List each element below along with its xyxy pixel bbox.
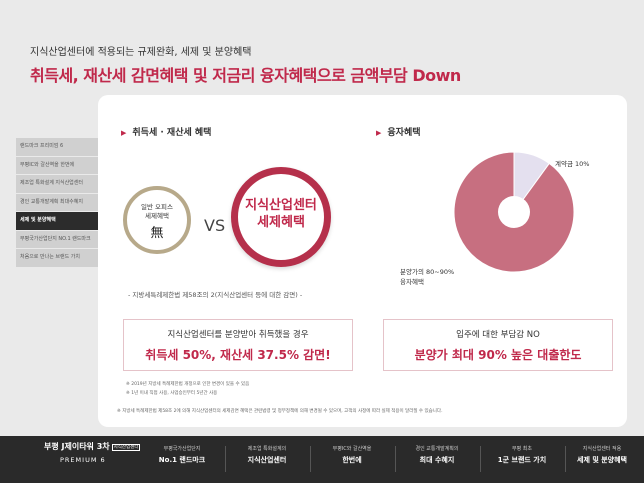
footer-item-brand[interactable]: 부평 최초 1군 브랜드 가치 [497,446,547,464]
loan-section-title: ▶ 융자혜택 [376,125,421,138]
none-glyph: 無 [150,226,164,241]
brand-tag: 지식산업센터 [111,443,141,451]
center-tax-circle: 지식산업센터 세제혜택 [231,167,331,267]
tax-section-title: ▶ 취득세 · 재산세 혜택 [121,125,211,138]
footnote: ※ 2019년 지방세 특례제한법 개정으로 인한 변경이 있을 수 있음 [126,382,250,387]
tax-benefit-box: 지식산업센터를 분양받아 취득했을 경우 취득세 50%, 재산세 37.5% … [123,319,353,371]
footer-item-location[interactable]: 부평IC와 갈산역을 한번에 [332,446,372,464]
sidebar-item-brand-value[interactable]: 처음으로 만나는 브랜드 가치 [16,249,98,267]
footer-item-landmark[interactable]: 부평국가산업단지 No.1 랜드마크 [158,446,206,464]
pie-label-deposit: 계약금 10% [555,160,590,168]
loan-benefit-box: 입주에 대한 부담감 NO 분양가 최대 90% 높은 대출한도 [383,319,613,371]
brand-subtitle: PREMIUM 6 [60,456,106,464]
center-label: 지식산업센터 세제혜택 [245,198,317,230]
footer-item-manufacturing[interactable]: 제조업 특화설계의 지식산업센터 [247,446,287,464]
footer-item-tax[interactable]: 지식산업센터 적용 세제 및 분양혜택 [577,446,627,464]
office-tax-circle: 일반 오피스 세제혜택 無 [123,186,191,254]
vs-label: VS [204,216,226,235]
footer-divider [480,446,481,472]
footer-divider [225,446,226,472]
sidebar-item-manufacturing[interactable]: 제조업 특화설계 지식산업센터 [16,175,98,193]
footer-divider [395,446,396,472]
footer-divider [565,446,566,472]
section-bullet-icon: ▶ [121,129,127,137]
tax-benefit-highlight: 취득세 50%, 재산세 37.5% 감면! [145,348,331,362]
loan-benefit-desc: 입주에 대한 부담감 NO [456,330,540,340]
brand-logo[interactable]: 부평 J제이타워 3차 지식산업센터 [44,442,141,451]
footer-divider [310,446,311,472]
sidebar-item-location[interactable]: 부평IC와 갈산역을 한번에 [16,156,98,174]
loan-pie-chart [453,151,575,273]
disclaimer: ※ 지방세 특례제한법 제58조 2에 의해 지식산업센터의 세제감면 혜택은 … [117,409,443,414]
office-label: 일반 오피스 세제혜택 [141,203,173,220]
pie-slice-loan [453,151,575,273]
section-bullet-icon: ▶ [376,129,382,137]
loan-section-title-text: 융자혜택 [387,128,421,138]
page-title: 취득세, 재산세 감면혜택 및 저금리 융자혜택으로 금액부담 Down [30,66,461,85]
footer-bar [0,436,644,483]
footer-item-traffic[interactable]: 경인 교통개발계획의 최대 수혜지 [415,446,459,464]
sidebar-nav: 랜드마크 프리미엄 6 부평IC와 갈산역을 한번에 제조업 특화설계 지식산업… [16,138,98,268]
pie-center-hole [498,196,530,228]
sidebar-item-industrial-complex[interactable]: 부평국가산업단지 NO.1 랜드마크 [16,230,98,248]
header-subtitle: 지식산업센터에 적용되는 규제완화, 세제 및 분양혜택 [30,47,252,58]
sidebar-item-landmark[interactable]: 랜드마크 프리미엄 6 [16,138,98,156]
law-reference: - 지방세특례제한법 제58조의 2(지식산업센터 등에 대한 감면) - [128,291,303,299]
tax-section-title-text: 취득세 · 재산세 혜택 [132,128,212,138]
sidebar-item-traffic[interactable]: 경인 교통개발계획 최대수혜지 [16,193,98,211]
pie-label-loan: 분양가의 80~90% 융자혜택 [400,268,455,286]
tax-benefit-desc: 지식산업센터를 분양받아 취득했을 경우 [167,330,309,340]
footnote: ※ 1년 이내 직접 사용, 사업승인부터 5년간 사용 [126,391,218,396]
loan-benefit-highlight: 분양가 최대 90% 높은 대출한도 [414,348,582,362]
sidebar-item-tax-benefits[interactable]: 세제 및 분양혜택 [16,212,98,230]
